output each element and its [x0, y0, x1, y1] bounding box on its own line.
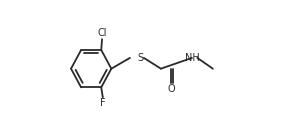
Text: NH: NH — [185, 53, 199, 63]
Text: O: O — [168, 84, 175, 94]
Text: F: F — [100, 98, 106, 108]
Text: Cl: Cl — [97, 28, 107, 38]
Text: S: S — [137, 53, 143, 63]
